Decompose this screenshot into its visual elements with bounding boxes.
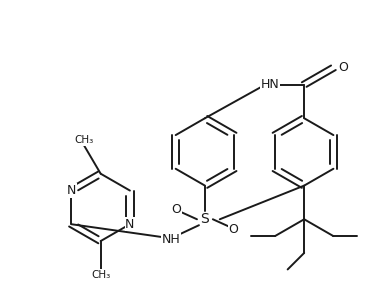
Text: NH: NH <box>162 233 181 246</box>
Text: HN: HN <box>261 78 280 91</box>
Text: CH₃: CH₃ <box>91 270 110 280</box>
Text: O: O <box>171 203 181 216</box>
Text: S: S <box>201 212 209 226</box>
Text: CH₃: CH₃ <box>74 135 94 145</box>
Text: O: O <box>229 223 239 236</box>
Text: N: N <box>67 184 76 197</box>
Text: O: O <box>338 61 348 74</box>
Text: N: N <box>125 218 135 231</box>
